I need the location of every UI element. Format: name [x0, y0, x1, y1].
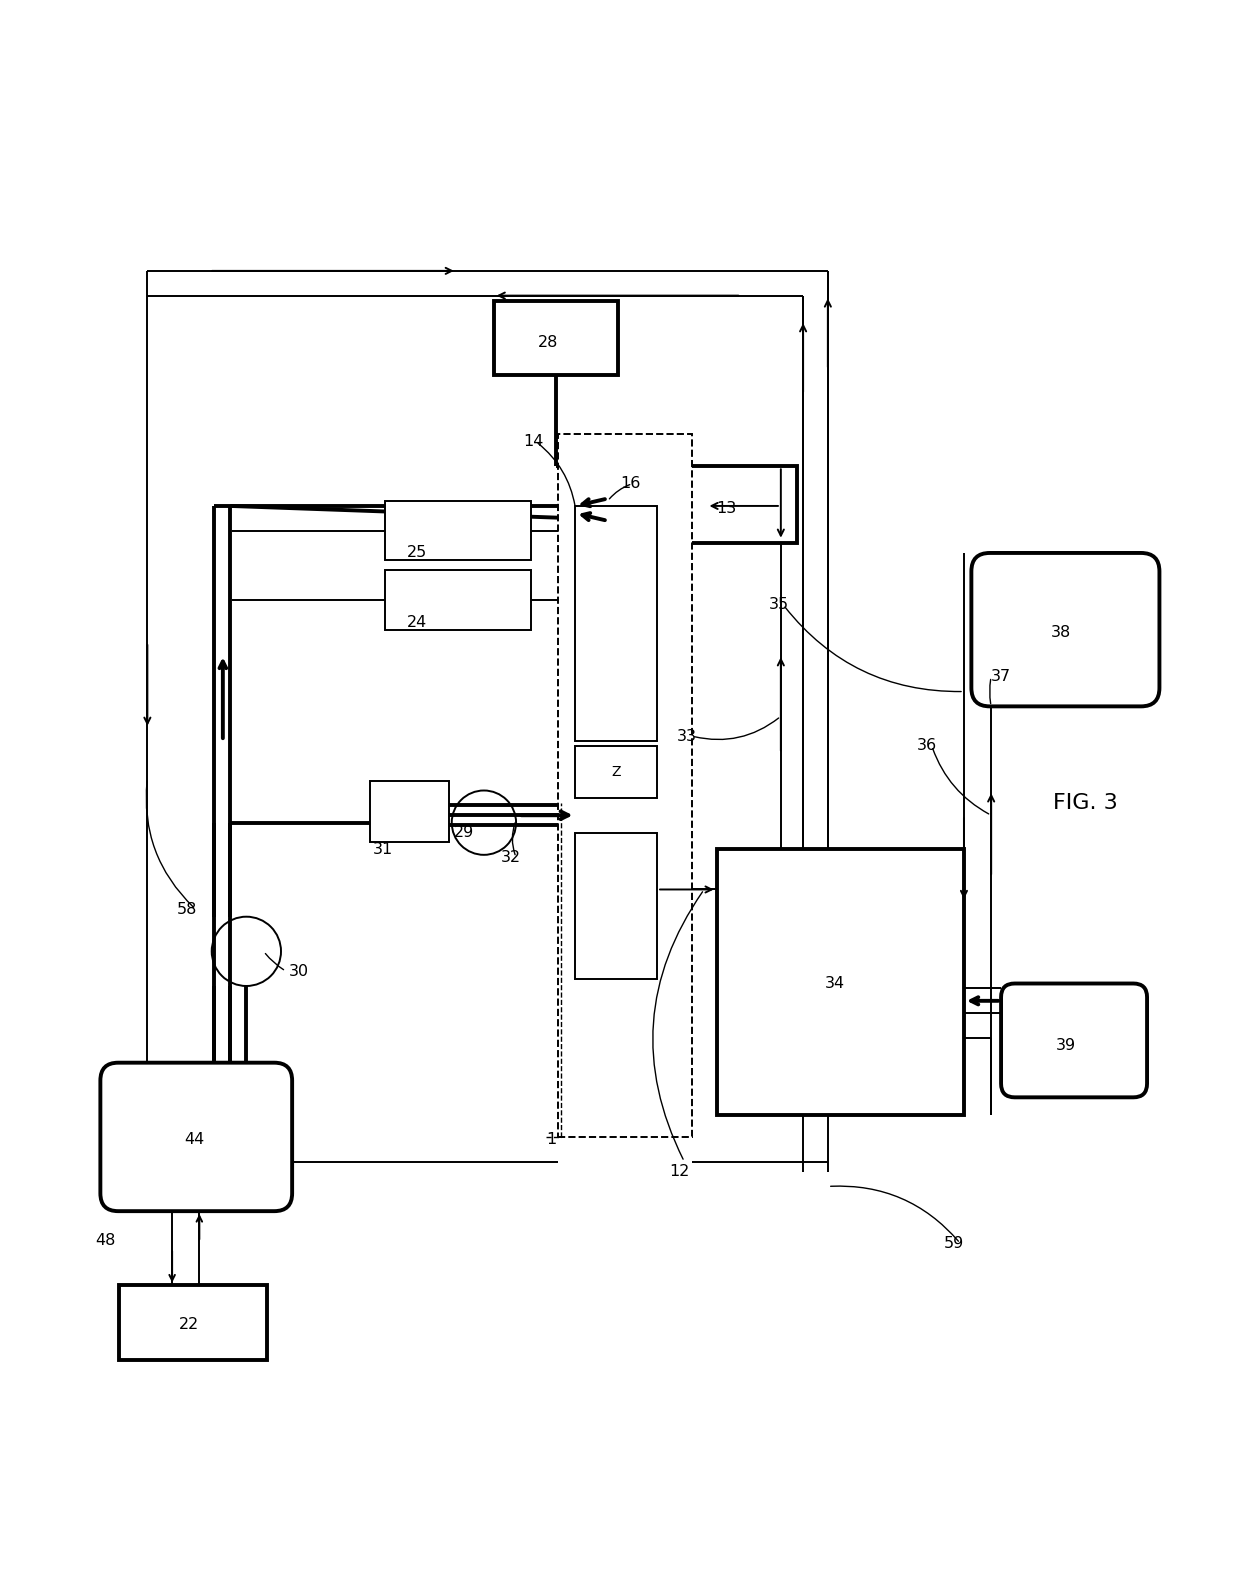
Text: 22: 22	[180, 1317, 200, 1333]
Bar	[119, 1285, 268, 1360]
Text: 24: 24	[407, 615, 428, 629]
Text: 34: 34	[825, 975, 846, 991]
FancyBboxPatch shape	[1001, 983, 1147, 1097]
Text: 59: 59	[944, 1236, 965, 1251]
Text: 1: 1	[546, 1132, 556, 1146]
Text: 35: 35	[769, 598, 789, 612]
FancyBboxPatch shape	[100, 1062, 293, 1211]
Bar	[717, 849, 963, 1115]
Text: 13: 13	[717, 501, 737, 515]
Bar	[575, 506, 657, 741]
Bar	[370, 781, 449, 843]
Text: 14: 14	[523, 435, 544, 449]
Text: 30: 30	[289, 964, 309, 979]
Text: 38: 38	[1050, 624, 1070, 640]
Text: Z: Z	[611, 765, 621, 779]
Text: 44: 44	[185, 1132, 205, 1146]
Text: 58: 58	[177, 901, 197, 917]
Text: FIG. 3: FIG. 3	[1053, 794, 1117, 813]
Bar	[655, 466, 797, 542]
Text: 33: 33	[677, 729, 697, 743]
Bar	[384, 571, 531, 629]
Bar	[558, 435, 692, 1137]
Bar	[575, 833, 657, 979]
Text: 16: 16	[620, 476, 640, 492]
Text: 31: 31	[372, 843, 393, 857]
Text: 25: 25	[407, 545, 428, 560]
Text: 37: 37	[991, 669, 1012, 685]
Text: 32: 32	[501, 851, 521, 865]
Bar	[384, 501, 531, 560]
Bar	[575, 746, 657, 798]
Bar	[494, 300, 618, 375]
Text: 48: 48	[95, 1233, 115, 1249]
Text: 36: 36	[916, 738, 937, 754]
Text: 12: 12	[670, 1164, 689, 1179]
Text: 28: 28	[538, 335, 558, 349]
Text: 29: 29	[454, 825, 474, 840]
Text: 39: 39	[1055, 1037, 1075, 1053]
FancyBboxPatch shape	[971, 553, 1159, 707]
